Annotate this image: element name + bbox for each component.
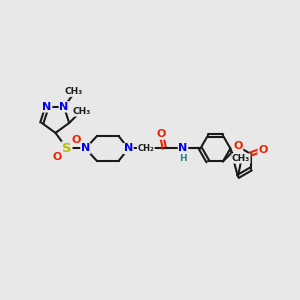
- Text: O: O: [157, 129, 166, 139]
- Text: O: O: [72, 135, 81, 145]
- Text: O: O: [233, 142, 243, 152]
- Text: S: S: [62, 142, 72, 155]
- Text: CH₃: CH₃: [232, 154, 250, 163]
- Text: N: N: [81, 143, 90, 154]
- Text: O: O: [52, 152, 62, 162]
- Text: N: N: [59, 102, 69, 112]
- Text: O: O: [258, 146, 268, 155]
- Text: N: N: [124, 143, 133, 154]
- Text: CH₂: CH₂: [137, 144, 154, 153]
- Text: H: H: [179, 154, 187, 163]
- Text: N: N: [42, 102, 52, 112]
- Text: N: N: [178, 143, 188, 154]
- Text: CH₃: CH₃: [65, 87, 83, 96]
- Text: CH₃: CH₃: [72, 107, 90, 116]
